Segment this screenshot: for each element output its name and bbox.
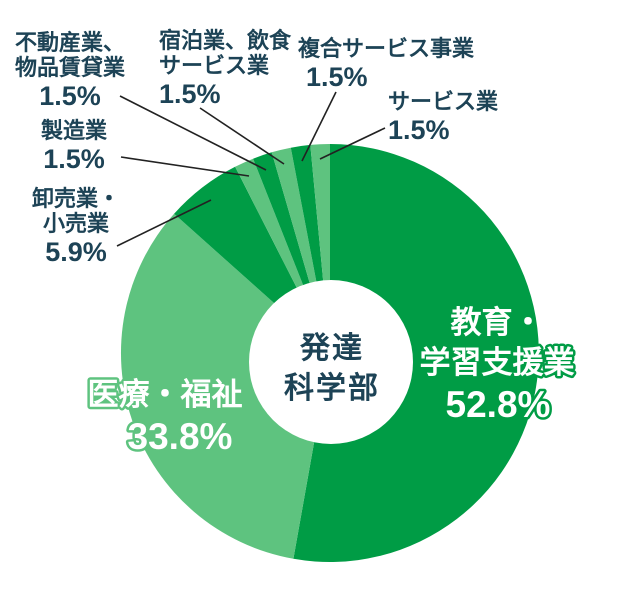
- label-kyoiku-line1: 教育・: [451, 305, 544, 340]
- callout-fukugo: 複合サービス事業 1.5%: [298, 36, 474, 92]
- callout-fukugo-pct: 1.5%: [306, 62, 368, 92]
- callout-oroshiuri-pct: 5.9%: [45, 237, 107, 267]
- donut-hole: [249, 280, 413, 444]
- callout-seizo-line1: 製造業: [40, 118, 107, 143]
- callout-shukuhaku: 宿泊業、飲食 サービス業 1.5%: [159, 28, 291, 109]
- center-label-line2: 科学部: [284, 371, 380, 405]
- callout-oroshiuri: 卸売業・ 小売業 5.9%: [10, 186, 142, 267]
- label-iryo-pct: 33.8%: [128, 416, 233, 457]
- callout-service-line1: サービス業: [388, 89, 499, 114]
- callout-shukuhaku-line2: サービス業: [159, 53, 270, 78]
- callout-seizo: 製造業 1.5%: [28, 118, 120, 174]
- label-iryo: 医療・福祉 33.8%: [85, 375, 245, 460]
- callout-shukuhaku-line1: 宿泊業、飲食: [159, 28, 292, 53]
- donut-slices-group: [120, 143, 539, 562]
- callout-service-pct: 1.5%: [388, 115, 450, 145]
- callout-service: サービス業 1.5%: [388, 89, 498, 145]
- label-iryo-line1: 医療・福祉: [88, 377, 243, 412]
- pie-slice-0: [293, 144, 539, 562]
- callout-oroshiuri-line2: 小売業: [42, 211, 109, 236]
- pie-slice-1: [120, 213, 330, 559]
- callout-oroshiuri-line1: 卸売業・: [31, 186, 120, 211]
- leader-line-oroshiuri: [116, 199, 212, 247]
- callout-seizo-pct: 1.5%: [43, 144, 105, 174]
- callout-fukugo-line1: 複合サービス事業: [298, 36, 475, 61]
- callout-fudosan-line1: 不動産業、: [14, 30, 125, 55]
- callout-shukuhaku-pct: 1.5%: [159, 79, 221, 109]
- callout-fudosan: 不動産業、 物品賃貸業 1.5%: [4, 30, 136, 111]
- label-kyoiku-line2: 学習支援業: [420, 345, 575, 380]
- label-kyoiku: 教育・ 学習支援業 52.8%: [417, 303, 577, 428]
- leader-line-fukugo: [301, 91, 337, 162]
- leader-line-fudosan: [119, 95, 267, 171]
- leader-line-shukuhaku: [199, 107, 285, 165]
- callout-fudosan-pct: 1.5%: [39, 81, 101, 111]
- center-label-line1: 発達: [299, 332, 364, 365]
- callout-fudosan-line2: 物品賃貸業: [14, 55, 125, 80]
- leader-line-seizo: [120, 156, 250, 177]
- label-kyoiku-pct: 52.8%: [446, 384, 551, 425]
- center-label: 発達 科学部: [284, 332, 380, 405]
- leader-line-service: [319, 127, 386, 160]
